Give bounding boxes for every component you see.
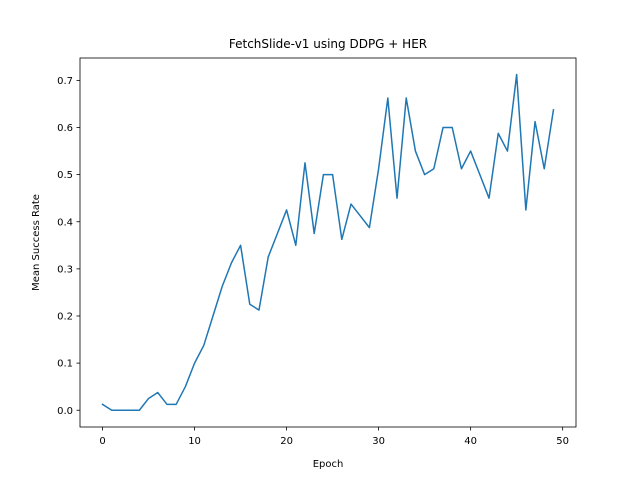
- plot-frame: [79, 57, 577, 428]
- y-tick-label: 0.3: [57, 264, 73, 275]
- chart-title: FetchSlide-v1 using DDPG + HER: [229, 37, 427, 51]
- y-tick-label: 0.4: [57, 217, 73, 228]
- series-layer: [101, 73, 555, 411]
- series-line-0: [101, 73, 555, 411]
- x-tick-label: 0: [99, 436, 105, 447]
- y-tick-label: 0.2: [57, 312, 73, 323]
- x-tick-label: 10: [188, 436, 201, 447]
- y-tick-label: 0.7: [57, 76, 73, 87]
- y-axis-label: Mean Success Rate: [31, 194, 42, 291]
- y-axis-ticks: 0.0 0.1 0.2 0.3 0.4 0.5 0.6 0.7: [57, 76, 80, 417]
- x-tick-label: 50: [556, 436, 569, 447]
- x-axis-label: Epoch: [313, 459, 344, 470]
- plot-area: [80, 58, 576, 427]
- x-tick-label: 30: [372, 436, 385, 447]
- y-tick-label: 0.5: [57, 170, 73, 181]
- x-tick-label: 40: [464, 436, 477, 447]
- x-axis-ticks: 0 10 20 30 40 50: [99, 427, 569, 447]
- x-tick-label: 20: [280, 436, 293, 447]
- y-tick-label: 0.1: [57, 359, 73, 370]
- y-tick-label: 0.6: [57, 123, 73, 134]
- y-tick-label: 0.0: [57, 406, 73, 417]
